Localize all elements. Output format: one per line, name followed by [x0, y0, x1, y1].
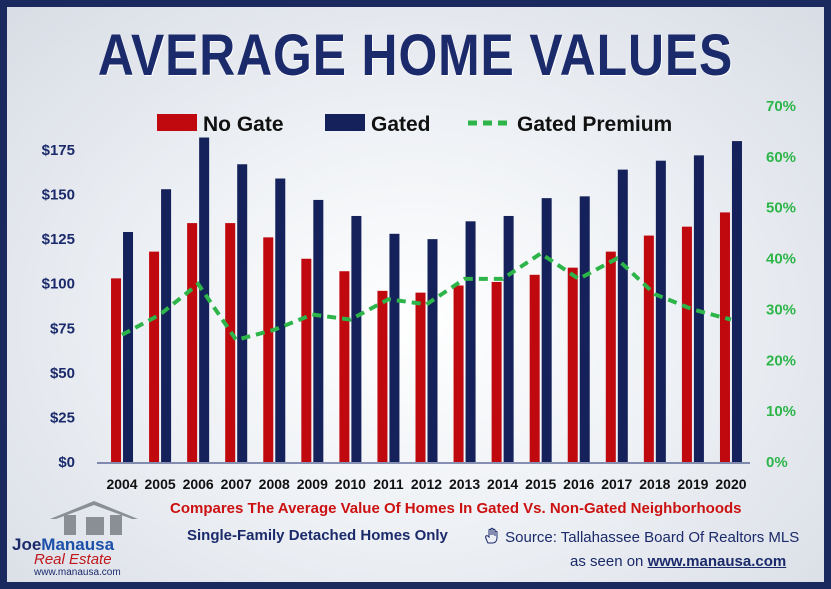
bar-gated — [731, 141, 742, 463]
x-tick-label: 2008 — [259, 476, 290, 492]
x-tick-label: 2004 — [106, 476, 137, 492]
bar-no-gate — [263, 237, 274, 462]
x-tick-label: 2012 — [411, 476, 442, 492]
right-tick-label: 30% — [766, 301, 796, 318]
bar-gated — [503, 215, 514, 462]
bar-gated — [655, 160, 666, 462]
bar-gated — [617, 169, 628, 462]
left-tick-label: $175 — [42, 142, 75, 159]
right-axis: 0% 10% 20% 30% 40% 50% 60% 70% — [766, 98, 796, 471]
bar-no-gate — [225, 223, 236, 462]
x-tick-label: 2007 — [221, 476, 252, 492]
logo-real-estate: Real Estate — [34, 551, 112, 568]
bar-no-gate — [339, 271, 350, 462]
logo-joe: Joe — [12, 535, 42, 554]
bar-no-gate — [681, 226, 692, 462]
logo-wordmark: JoeManausa — [12, 535, 114, 555]
legend-label: No Gate — [203, 113, 284, 136]
hand-icon — [485, 527, 498, 544]
legend-swatch — [157, 114, 197, 131]
x-tick-label: 2011 — [373, 476, 404, 492]
left-tick-label: $75 — [50, 320, 75, 337]
bar-no-gate — [301, 258, 312, 462]
chart-title: AVERAGE HOME VALUES — [97, 23, 734, 88]
right-tick-label: 70% — [766, 98, 796, 115]
subtitle-red: Compares The Average Value Of Homes In G… — [170, 500, 742, 517]
bar-gated — [237, 164, 248, 462]
x-tick-label: 2018 — [639, 476, 670, 492]
subtitle-blue: Single-Family Detached Homes Only — [187, 527, 448, 544]
x-tick-label: 2010 — [335, 476, 366, 492]
left-tick-label: $25 — [50, 409, 75, 426]
x-tick-label: 2009 — [297, 476, 328, 492]
bar-no-gate — [377, 290, 388, 462]
x-tick-label: 2015 — [525, 476, 556, 492]
source-line: Source: Tallahassee Board Of Realtors ML… — [483, 527, 799, 546]
legend: No Gate Gated Gated Premium — [157, 113, 672, 136]
x-tick-label: 2020 — [715, 476, 746, 492]
right-tick-label: 10% — [766, 403, 796, 420]
left-tick-label: $150 — [42, 187, 75, 204]
bar-gated — [427, 239, 438, 462]
right-tick-label: 60% — [766, 149, 796, 166]
legend-label: Gated Premium — [517, 113, 672, 136]
bar-gated — [389, 233, 400, 462]
bar-no-gate — [643, 235, 654, 462]
bar-gated — [541, 198, 552, 462]
bar-gated — [579, 196, 590, 462]
legend-label: Gated — [371, 113, 431, 136]
seen-on-line: as seen on www.manausa.com — [570, 553, 786, 570]
bar-no-gate — [187, 223, 198, 462]
bar-no-gate — [111, 278, 122, 462]
bar-gated — [275, 178, 286, 463]
bar-no-gate — [415, 292, 426, 462]
bar-gated — [313, 199, 324, 463]
right-tick-label: 20% — [766, 352, 796, 369]
logo-manausa: Manausa — [41, 535, 115, 554]
source-text: Source: Tallahassee Board Of Realtors ML… — [505, 529, 800, 546]
bar-gated — [465, 221, 476, 462]
x-axis: 2004 2005 2006 2007 2008 2009 2010 2011 2012 2013… — [97, 462, 750, 492]
bar-no-gate — [491, 281, 502, 462]
bar-no-gate — [567, 267, 578, 462]
left-tick-label: $50 — [50, 365, 75, 382]
premium-series-line — [121, 251, 732, 343]
left-tick-label: $0 — [58, 454, 75, 471]
bar-gated — [161, 189, 172, 463]
x-tick-label: 2013 — [449, 476, 480, 492]
right-tick-label: 50% — [766, 200, 796, 217]
right-tick-label: 0% — [766, 454, 788, 471]
x-tick-label: 2014 — [487, 476, 518, 492]
right-tick-label: 40% — [766, 251, 796, 268]
legend-swatch — [325, 114, 365, 131]
x-tick-label: 2006 — [183, 476, 214, 492]
logo: JoeManausa Real Estate www.manausa.com — [8, 497, 158, 578]
bar-no-gate — [149, 251, 160, 462]
bar-no-gate — [453, 285, 464, 462]
bar-gated — [123, 232, 134, 462]
x-tick-label: 2019 — [677, 476, 708, 492]
bar-no-gate — [529, 274, 540, 462]
x-tick-label: 2005 — [145, 476, 176, 492]
bar-gated — [693, 155, 704, 462]
bar-no-gate — [605, 251, 616, 462]
logo-www: www.manausa.com — [34, 567, 121, 578]
bar-gated — [199, 137, 210, 462]
bar-no-gate — [719, 212, 730, 462]
seen-on-prefix: as seen on — [570, 553, 648, 570]
left-tick-label: $100 — [42, 276, 75, 293]
house-icon — [50, 501, 138, 535]
bars — [111, 137, 742, 463]
premium-line — [121, 251, 732, 343]
bar-gated — [351, 215, 362, 462]
x-tick-label: 2016 — [563, 476, 594, 492]
left-axis: $0 $25 $50 $75 $100 $125 $150 $175 — [42, 142, 75, 471]
left-tick-label: $125 — [42, 231, 75, 248]
seen-on-url[interactable]: www.manausa.com — [647, 553, 787, 570]
x-tick-label: 2017 — [601, 476, 632, 492]
